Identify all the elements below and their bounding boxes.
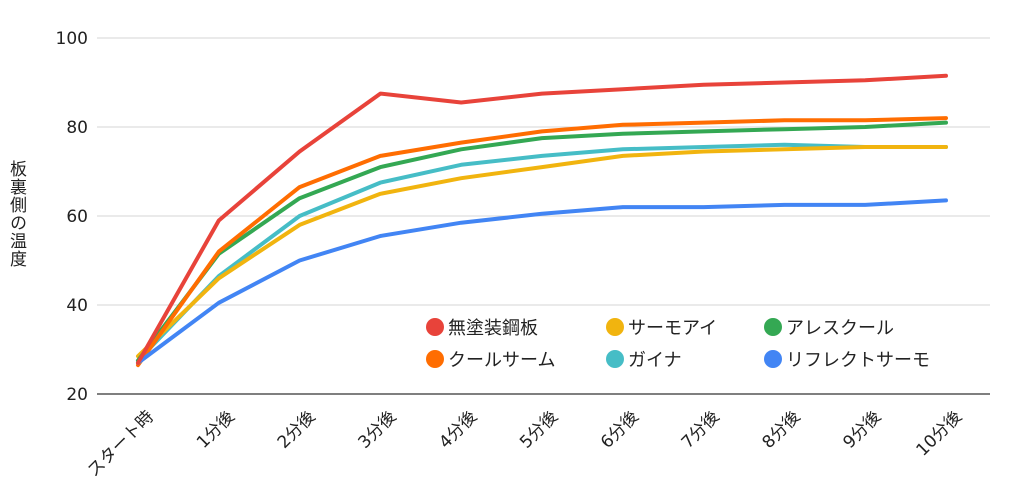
legend-swatch <box>606 318 624 336</box>
series-line <box>136 120 948 363</box>
x-tick-label: 3分後 <box>355 407 401 453</box>
y-axis-title: 板裏側の温度 <box>6 160 26 268</box>
legend-item: リフレクトサーモ <box>764 346 964 372</box>
x-tick-label: 9分後 <box>839 407 885 453</box>
legend-swatch <box>426 318 444 336</box>
y-tick-label: 40 <box>66 296 88 316</box>
legend-swatch <box>426 350 444 368</box>
legend-label: クールサーム <box>448 350 556 371</box>
x-tick-label: 6分後 <box>597 407 643 453</box>
series-line <box>136 73 948 365</box>
legend-item: ガイナ <box>606 346 764 372</box>
x-tick-label: 1分後 <box>193 407 239 453</box>
x-tick-label: 7分後 <box>678 407 724 453</box>
legend-label: アレスクール <box>786 318 894 339</box>
x-tick-label: 2分後 <box>274 407 320 453</box>
legend-item: クールサーム <box>426 346 606 372</box>
x-tick-label: 4分後 <box>435 407 481 453</box>
legend-swatch <box>764 318 782 336</box>
legend-swatch <box>764 350 782 368</box>
x-tick-label: 8分後 <box>759 407 805 453</box>
legend-item: サーモアイ <box>606 314 764 340</box>
legend-label: リフレクトサーモ <box>786 350 930 371</box>
x-tick-label: 5分後 <box>516 407 562 453</box>
legend-label: サーモアイ <box>628 318 718 339</box>
y-tick-label: 60 <box>66 207 88 227</box>
x-tick-labels: スタート時 1分後 2分後 3分後 4分後 5分後 6分後 7分後 8分後 9分後 10分後 <box>84 407 966 481</box>
x-tick-label: スタート時 <box>84 407 158 481</box>
y-tick-label: 100 <box>56 29 88 49</box>
legend: 無塗装鋼板 サーモアイ アレスクールクールサーム ガイナ リフレクトサーモ <box>426 314 964 372</box>
series-lines <box>136 73 948 368</box>
legend-label: ガイナ <box>628 350 682 371</box>
y-tick-label: 20 <box>66 385 88 405</box>
legend-swatch <box>606 350 624 368</box>
legend-item: アレスクール <box>764 314 964 340</box>
y-tick-labels: 20 40 60 80 100 <box>56 29 88 405</box>
series-line <box>136 116 948 368</box>
series-line <box>136 142 948 363</box>
series-line <box>136 145 948 359</box>
series-line <box>136 198 948 365</box>
legend-item: 無塗装鋼板 <box>426 314 606 340</box>
legend-label: 無塗装鋼板 <box>448 318 538 339</box>
x-tick-label: 10分後 <box>913 407 966 460</box>
y-tick-label: 80 <box>66 118 88 138</box>
